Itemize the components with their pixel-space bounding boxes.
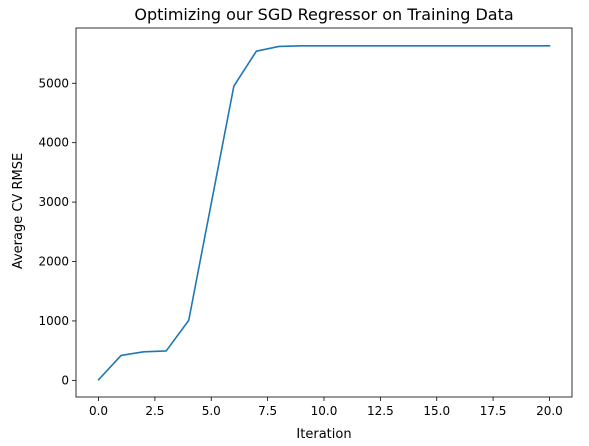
x-tick-label: 10.0 bbox=[311, 404, 338, 418]
plot-area: 0.0 2.5 5.0 7.5 10.0 12.5 15.0 17.5 20.0 0 1000 200… bbox=[38, 27, 573, 418]
y-tick-label: 5000 bbox=[38, 76, 69, 90]
y-tick-label: 0 bbox=[61, 373, 69, 387]
x-tick-label: 2.5 bbox=[145, 404, 164, 418]
y-tick-label: 3000 bbox=[38, 195, 69, 209]
series-line-0 bbox=[97, 45, 551, 381]
x-tick-label: 7.5 bbox=[258, 404, 277, 418]
y-tick-label: 1000 bbox=[38, 314, 69, 328]
x-tick-label: 0.0 bbox=[89, 404, 108, 418]
x-tick-label: 5.0 bbox=[202, 404, 221, 418]
y-tick-label: 2000 bbox=[38, 255, 69, 269]
x-tick-label: 20.0 bbox=[536, 404, 563, 418]
x-tick-label: 17.5 bbox=[480, 404, 507, 418]
x-tick-label: 15.0 bbox=[423, 404, 450, 418]
y-tick-label: 4000 bbox=[38, 136, 69, 150]
chart-title: Optimizing our SGD Regressor on Training… bbox=[134, 5, 513, 24]
y-axis-label: Average CV RMSE bbox=[11, 153, 26, 269]
x-axis-label: Iteration bbox=[296, 427, 351, 442]
x-tick-label: 12.5 bbox=[367, 404, 394, 418]
